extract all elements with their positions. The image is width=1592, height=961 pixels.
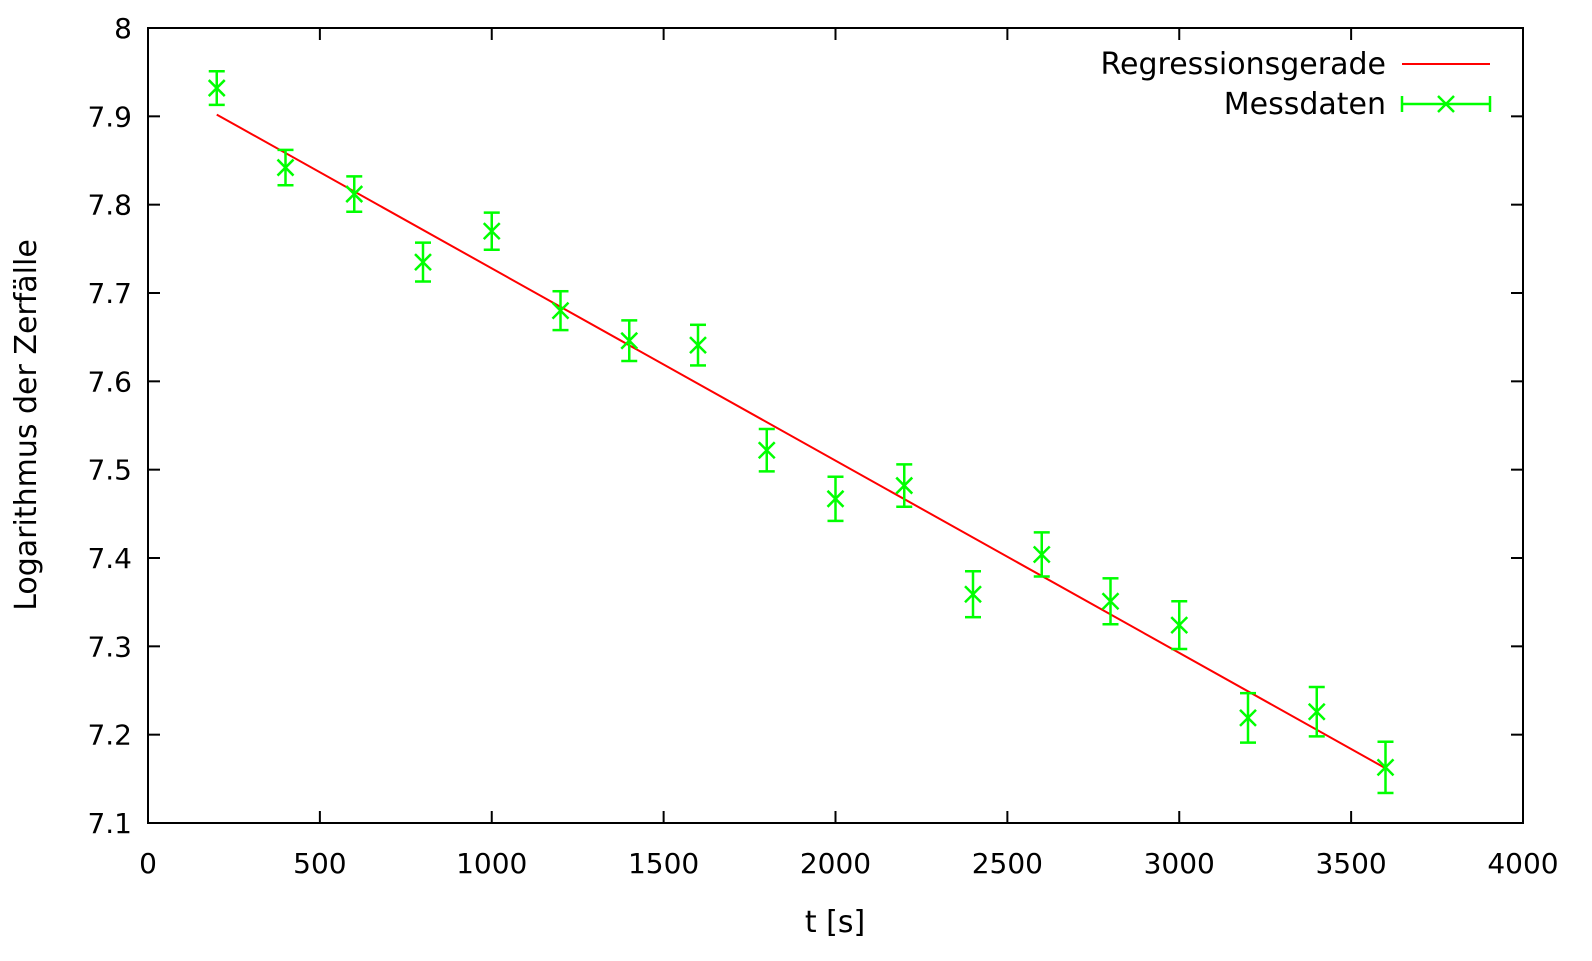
point-marker-stroke — [895, 476, 914, 495]
point-marker-stroke — [1032, 545, 1051, 564]
y-tick-label: 7.3 — [87, 630, 132, 663]
data-point — [1239, 691, 1257, 744]
data-point — [964, 570, 982, 619]
y-axis-title: Logarithmus der Zerfälle — [9, 239, 44, 611]
point-marker-stroke — [345, 185, 364, 203]
x-tick-label: 4000 — [1487, 847, 1558, 880]
data-point — [1170, 600, 1189, 651]
y-tick-label: 7.6 — [87, 365, 132, 398]
x-tick-label: 3000 — [1144, 847, 1215, 880]
point-marker-stroke — [276, 158, 295, 177]
legend-label: Regressionsgerade — [1101, 47, 1386, 82]
x-tick-label: 1500 — [628, 847, 699, 880]
plot-frame — [147, 27, 1524, 824]
point-marker-stroke — [482, 222, 501, 241]
data-point — [1101, 577, 1120, 626]
data-point — [482, 211, 501, 251]
point-marker-stroke — [1307, 702, 1326, 721]
legend-label: Messdaten — [1224, 87, 1386, 122]
point-marker-stroke — [826, 489, 845, 508]
x-tick-label: 500 — [293, 847, 346, 880]
labels-layer: 0 500 1000 1500 2000 2500 3000 3500 4000 7.1 7.2 7.… — [87, 12, 1558, 880]
y-tick-label: 7.4 — [87, 542, 132, 575]
data-point — [757, 427, 776, 473]
legend-swatch-marker — [1437, 95, 1455, 113]
regression-line — [216, 113, 1386, 770]
point-marker-stroke — [689, 336, 707, 355]
x-tick-label: 0 — [139, 847, 157, 880]
point-marker-stroke — [1239, 708, 1257, 727]
legend: Regressionsgerade Messdaten — [1101, 47, 1492, 122]
data-point — [414, 241, 432, 283]
x-tick-label: 2500 — [972, 847, 1043, 880]
data-point — [1376, 740, 1395, 795]
legend-swatch-errorbars — [1400, 95, 1492, 113]
x-axis-title: t [s] — [805, 905, 865, 940]
y-tick-label: 7.5 — [87, 454, 132, 487]
data-point — [276, 148, 295, 187]
point-marker-stroke — [1170, 616, 1189, 635]
data-point — [345, 175, 364, 213]
data-point — [1032, 531, 1051, 578]
data-point — [207, 70, 226, 107]
point-marker-stroke — [207, 79, 226, 97]
data-point — [826, 475, 845, 523]
data-point — [551, 289, 570, 332]
x-tick-label: 1000 — [456, 847, 527, 880]
y-tick-label: 7.9 — [87, 100, 132, 133]
x-tick-label: 3500 — [1315, 847, 1386, 880]
data-point — [689, 323, 707, 367]
y-tick-label: 7.8 — [87, 189, 132, 222]
point-marker-stroke — [1376, 758, 1395, 777]
point-marker-stroke — [620, 331, 639, 350]
y-tick-label: 7.1 — [87, 807, 132, 840]
y-tick-label: 7.2 — [87, 719, 132, 752]
point-marker-stroke — [414, 253, 432, 271]
point-marker-stroke — [551, 301, 570, 320]
data-layer — [207, 70, 1395, 795]
data-point — [620, 319, 639, 363]
point-marker-stroke — [964, 585, 982, 604]
data-point — [895, 463, 914, 509]
y-tick-label: 8 — [114, 12, 132, 45]
y-tick-label: 7.7 — [87, 277, 132, 310]
point-marker-stroke — [1101, 592, 1120, 611]
data-point — [1307, 685, 1326, 738]
point-marker-stroke — [757, 441, 776, 460]
x-tick-label: 2000 — [800, 847, 871, 880]
